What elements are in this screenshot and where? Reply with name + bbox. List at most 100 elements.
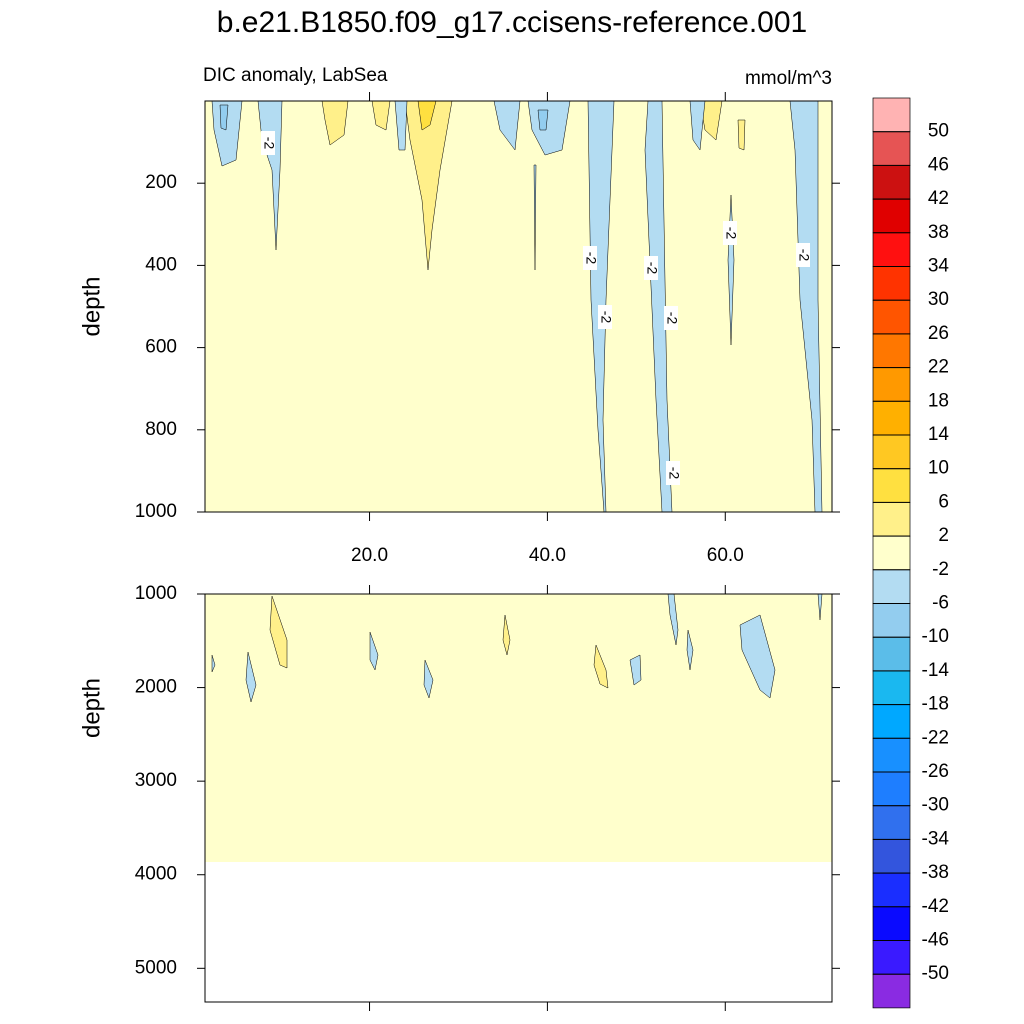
colorbar-label: -34 — [922, 828, 950, 849]
contour-region — [369, 631, 379, 671]
colorbar-label: -26 — [922, 761, 949, 782]
colorbar-box — [872, 569, 911, 604]
y-tick-label: 200 — [145, 172, 177, 193]
contour-region — [533, 164, 537, 271]
contour-label: -2 — [261, 137, 277, 150]
colorbar-label: -6 — [932, 593, 949, 614]
colorbar-label: -46 — [922, 930, 949, 951]
colorbar-box — [872, 737, 911, 773]
contour-label: -2 — [644, 262, 660, 275]
contour-region — [737, 119, 746, 151]
colorbar-label: 18 — [928, 390, 949, 411]
contour-region — [269, 595, 288, 669]
y-tick-label: 5000 — [135, 957, 177, 978]
units: mmol/m^3 — [745, 68, 832, 89]
contour-region — [686, 629, 694, 671]
colorbar-box — [872, 839, 911, 874]
colorbar-box — [872, 468, 911, 503]
colorbar-label: 22 — [928, 357, 949, 378]
colorbar-label: -10 — [922, 626, 949, 647]
colorbar-label: 10 — [928, 458, 949, 479]
x-tick-label: 60.0 — [707, 545, 744, 566]
colorbar-label: 6 — [938, 491, 949, 512]
chart-title: b.e21.B1850.f09_g17.ccisens-reference.00… — [217, 6, 807, 39]
colorbar-box — [872, 165, 911, 200]
colorbar-box — [872, 704, 911, 739]
colorbar-box — [872, 906, 911, 941]
contour-region — [593, 644, 609, 689]
colorbar-box — [872, 97, 911, 133]
colorbar-label: 14 — [928, 424, 950, 445]
colorbar-label: -2 — [932, 559, 949, 580]
x-tick-label: 40.0 — [529, 545, 566, 566]
contour-region — [404, 100, 453, 271]
colorbar-label: 34 — [928, 256, 950, 277]
plot-frame — [204, 100, 833, 513]
contour-region — [537, 109, 549, 131]
colorbar-box — [872, 771, 911, 807]
contour-region — [245, 651, 257, 703]
contour-label-bg — [583, 246, 597, 270]
x-tick-label: 20.0 — [351, 545, 388, 566]
contour-label-bg — [666, 461, 680, 485]
y-tick-label: 1000 — [135, 583, 177, 604]
colorbar-label: -18 — [922, 694, 949, 715]
colorbar-label: 26 — [928, 323, 949, 344]
colorbar-box — [872, 872, 911, 908]
colorbar-box — [872, 603, 911, 638]
colorbar-box — [872, 636, 911, 672]
y-axis-label: depth — [78, 678, 105, 738]
colorbar-label: -42 — [922, 896, 949, 917]
colorbar-box — [872, 502, 911, 537]
colorbar-box — [872, 973, 911, 1009]
colorbar-box — [872, 131, 911, 166]
colorbar-box — [872, 232, 911, 267]
contour-label-bg — [723, 221, 737, 245]
contour-label-bg — [664, 306, 678, 330]
colorbar-box — [872, 333, 911, 368]
colorbar-box — [872, 940, 911, 975]
colorbar-label: 50 — [928, 121, 949, 142]
y-tick-label: 600 — [145, 337, 177, 358]
plot-frame — [204, 593, 833, 1003]
colorbar-box — [872, 434, 911, 470]
contour-region — [211, 654, 216, 673]
y-tick-label: 3000 — [135, 770, 177, 791]
colorbar-box — [872, 198, 911, 234]
contour-region — [502, 614, 511, 656]
colorbar-label: -14 — [922, 660, 950, 681]
colorbar-label: 2 — [938, 525, 949, 546]
colorbar-label: -50 — [922, 963, 949, 984]
contour-label: -2 — [583, 252, 599, 265]
y-tick-label: 400 — [145, 254, 177, 275]
contour-label: -2 — [598, 311, 614, 324]
colorbar-label: 30 — [928, 289, 949, 310]
colorbar-box — [872, 266, 911, 301]
colorbar-label: 46 — [928, 154, 949, 175]
contour-label: -2 — [666, 467, 682, 480]
colorbar-label: 42 — [928, 188, 949, 209]
colorbar-box — [872, 670, 911, 705]
colorbar-label: -22 — [922, 727, 949, 748]
colorbar-box — [872, 299, 911, 335]
y-tick-label: 800 — [145, 419, 177, 440]
contour-region — [739, 614, 776, 699]
contour-label-bg — [261, 131, 275, 155]
contour-label-bg — [598, 305, 612, 329]
contour-label: -2 — [796, 249, 812, 262]
y-tick-label: 1000 — [135, 501, 177, 522]
contour-region — [205, 594, 832, 862]
subtitle: DIC anomaly, LabSea — [203, 65, 388, 86]
y-axis-label: depth — [78, 276, 105, 336]
colorbar-box — [872, 535, 911, 571]
contour-label: -2 — [664, 312, 680, 325]
contour-region — [205, 101, 832, 512]
colorbar-label: -38 — [922, 862, 949, 883]
y-tick-label: 2000 — [135, 677, 177, 698]
contour-region — [629, 654, 642, 686]
colorbar-box — [872, 400, 911, 436]
colorbar-label: -30 — [922, 795, 949, 816]
y-tick-label: 4000 — [135, 864, 177, 885]
contour-region — [219, 104, 229, 131]
